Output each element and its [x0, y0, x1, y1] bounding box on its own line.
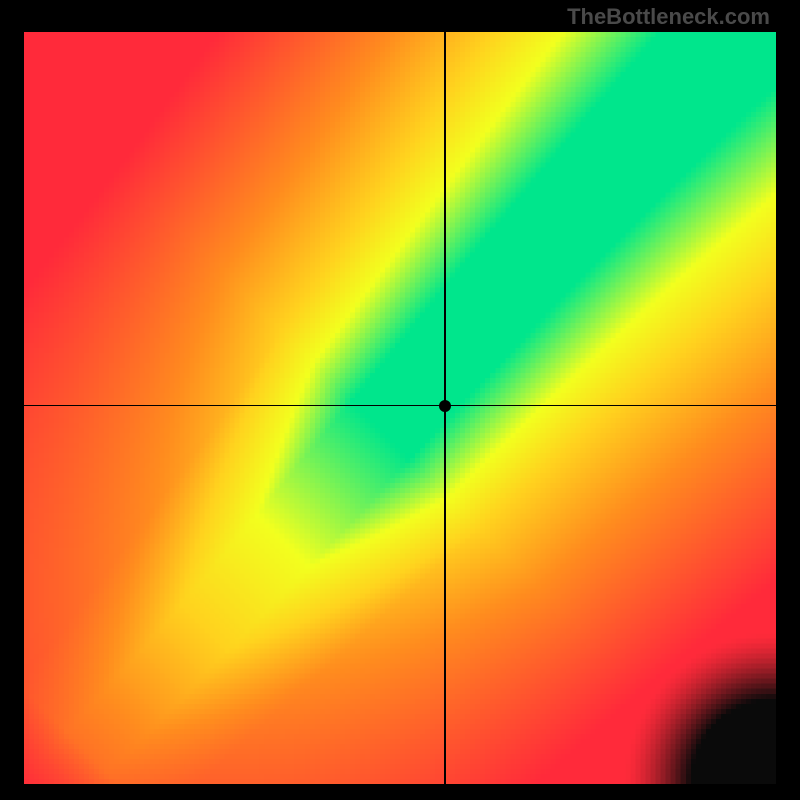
watermark-text: TheBottleneck.com [567, 4, 770, 30]
crosshair-horizontal [24, 405, 776, 407]
crosshair-marker [439, 400, 451, 412]
chart-container: TheBottleneck.com [0, 0, 800, 800]
bottleneck-heatmap [24, 32, 776, 784]
